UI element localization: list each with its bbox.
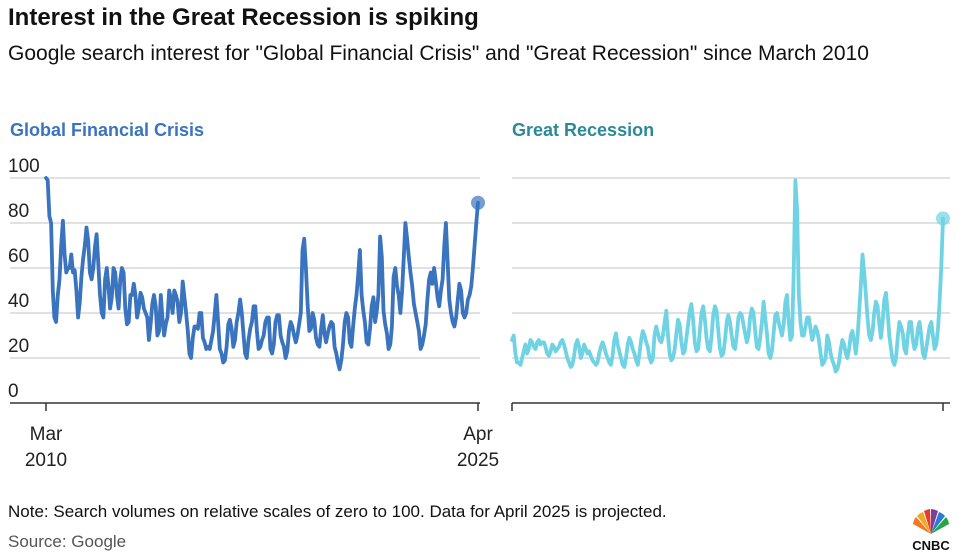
gfc-x-tick-label: Mar [30, 424, 63, 445]
gfc-x-tick-label: 2010 [25, 450, 67, 471]
gfc-projected-point [471, 195, 485, 210]
gr-grid [512, 177, 950, 359]
gfc-x-axis: Mar 2010 Apr 2025 [10, 402, 499, 471]
gfc-y-tick-label: 100 [8, 156, 40, 177]
logo-wordmark: CNBC [912, 538, 950, 553]
panel-title-gr: Great Recession [512, 120, 655, 140]
gfc-series [44, 176, 485, 372]
panel-gfc: 0 20 40 60 80 100 Mar 2010 Apr 2025 [8, 156, 499, 471]
chart-title: Interest in the Great Recession is spiki… [8, 4, 479, 31]
gfc-y-tick-label: 40 [8, 291, 29, 312]
gr-projected-point [936, 211, 950, 226]
gr-series [510, 178, 950, 374]
gfc-y-tick-label: 80 [8, 201, 29, 222]
gfc-x-tick-label: 2025 [457, 450, 499, 471]
source-line: Source: Google [8, 532, 127, 551]
chart-canvas: 0 20 40 60 80 100 Mar 2010 Apr 2025 [8, 156, 950, 471]
cnbc-logo: CNBC [912, 509, 950, 553]
panel-gr [510, 177, 950, 411]
peacock-icon [913, 509, 949, 534]
gr-x-axis [511, 402, 950, 411]
gfc-y-ticks: 0 20 40 60 80 100 [8, 156, 40, 402]
gfc-y-tick-label: 20 [8, 336, 29, 357]
gr-series-line [510, 178, 945, 374]
panel-title-gfc: Global Financial Crisis [10, 120, 205, 140]
chart-subtitle: Google search interest for "Global Finan… [8, 42, 869, 65]
gfc-y-tick-label: 60 [8, 246, 29, 267]
gfc-y-tick-label: 0 [8, 381, 19, 402]
gfc-series-line [44, 176, 480, 372]
gfc-x-tick-label: Apr [463, 424, 493, 445]
footnote: Note: Search volumes on relative scales … [8, 502, 667, 521]
